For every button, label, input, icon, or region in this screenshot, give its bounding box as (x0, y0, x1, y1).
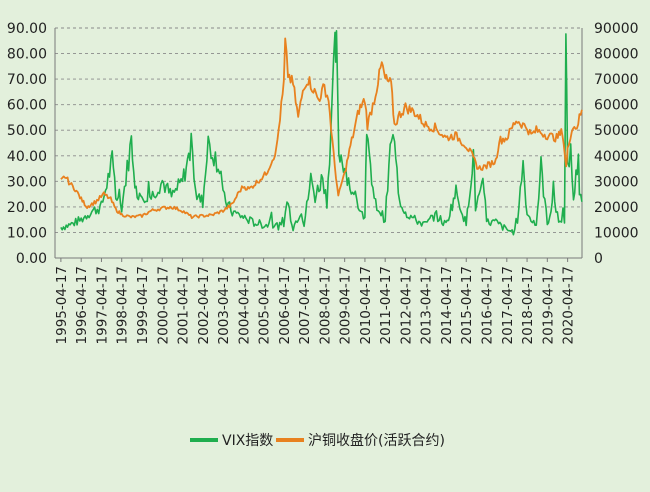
y-left-tick-label: 60.00 (7, 98, 47, 114)
y-left-tick-label: 10.00 (7, 225, 47, 241)
x-tick-label: 1995-04-17 (54, 266, 70, 344)
y-right-tick-label: 20000 (594, 200, 639, 216)
y-left-tick-label: 80.00 (7, 47, 47, 63)
x-tick-label: 2008-04-17 (317, 266, 333, 344)
x-tick-label: 2002-04-17 (196, 266, 212, 344)
x-tick-label: 2020-04-17 (561, 266, 577, 344)
x-tick-label: 1999-04-17 (135, 266, 151, 344)
series-lines (60, 30, 583, 236)
x-tick-label: 2011-04-17 (378, 266, 394, 344)
y-right-tick-label: 50000 (594, 123, 639, 139)
x-tick-label: 2016-04-17 (480, 266, 496, 344)
x-tick-label: 2015-04-17 (459, 266, 475, 344)
series-line-copper (60, 37, 583, 220)
y-right-tick-label: 30000 (594, 174, 639, 190)
axes (54, 28, 583, 259)
x-tick-label: 1998-04-17 (115, 266, 131, 344)
y-left-tick-label: 50.00 (7, 123, 47, 139)
y-right-tick-label: 10000 (594, 225, 639, 241)
y-left-tick-label: 90.00 (7, 21, 47, 37)
x-tick-label: 2012-04-17 (398, 266, 414, 344)
legend-label: 沪铜收盘价(活跃合约) (308, 432, 445, 449)
x-tick-label: 2018-04-17 (520, 266, 536, 344)
y-right-tick-label: 0 (594, 251, 603, 267)
legend: VIX指数 沪铜收盘价(活跃合约) (190, 432, 445, 449)
x-tick-label: 2000-04-17 (155, 266, 171, 344)
series-line-vix (60, 30, 583, 236)
y-left-tick-label: 70.00 (7, 72, 47, 88)
y-axis-left-ticks: 0.00 10.00 20.00 30.00 40.00 50.00 60.00 70.00 8… (7, 21, 47, 267)
x-tick-label: 2006-04-17 (277, 266, 293, 344)
x-tick-label: 2003-04-17 (216, 266, 232, 344)
x-tick-label: 2017-04-17 (500, 266, 516, 344)
x-tick-label: 2007-04-17 (297, 266, 313, 344)
x-tick-label: 2005-04-17 (257, 266, 273, 344)
x-axis-ticks: 1995-04-17 1996-04-17 1997-04-17 1998-04-17… (54, 258, 577, 344)
x-tick-label: 2019-04-17 (540, 266, 556, 344)
y-right-tick-label: 80000 (594, 47, 639, 63)
y-left-tick-label: 30.00 (7, 174, 47, 190)
y-right-tick-label: 40000 (594, 149, 639, 165)
x-tick-label: 2013-04-17 (419, 266, 435, 344)
y-right-tick-label: 90000 (594, 21, 639, 37)
x-tick-label: 1997-04-17 (94, 266, 110, 344)
y-left-tick-label: 40.00 (7, 149, 47, 165)
y-right-tick-label: 60000 (594, 98, 639, 114)
y-left-tick-label: 20.00 (7, 200, 47, 216)
x-tick-label: 1996-04-17 (74, 266, 90, 344)
x-tick-label: 2010-04-17 (358, 266, 374, 344)
x-tick-label: 2009-04-17 (338, 266, 354, 344)
y-right-tick-label: 70000 (594, 72, 639, 88)
y-left-tick-label: 0.00 (16, 251, 47, 267)
grid-lines (55, 27, 582, 233)
y-axis-right-ticks: 0 10000 20000 30000 40000 50000 60000 70000 8000… (594, 21, 639, 267)
x-tick-label: 2014-04-17 (439, 266, 455, 344)
x-tick-label: 2001-04-17 (176, 266, 192, 344)
legend-label: VIX指数 (222, 433, 273, 449)
x-tick-label: 2004-04-17 (236, 266, 252, 344)
